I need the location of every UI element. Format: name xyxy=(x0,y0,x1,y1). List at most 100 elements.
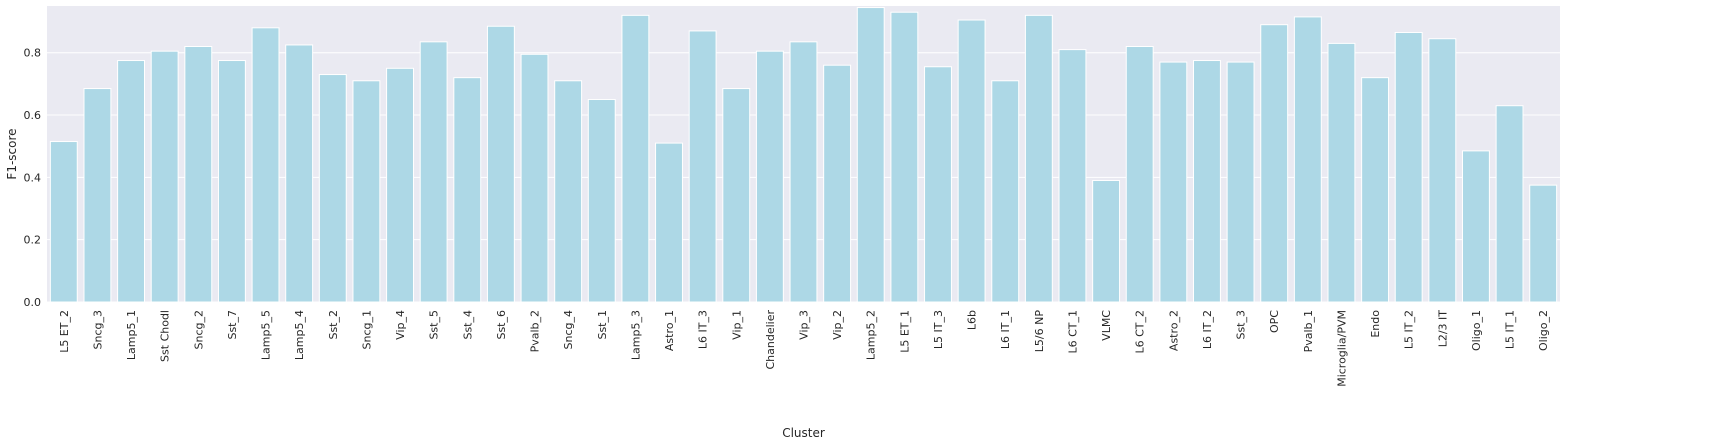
y-axis-title: F1-score xyxy=(5,128,19,179)
x-tick-label: L5 IT_2 xyxy=(1403,310,1416,349)
x-tick-label: L5/6 NP xyxy=(1033,310,1046,353)
x-tick-label: L6 IT_2 xyxy=(1201,310,1214,349)
x-axis-title: Cluster xyxy=(782,426,825,440)
bar xyxy=(554,80,583,303)
x-tick-label: L6 IT_1 xyxy=(999,310,1012,349)
bar xyxy=(789,41,818,303)
bar xyxy=(117,60,146,303)
bar xyxy=(823,64,852,303)
x-tick-label: Lamp5_4 xyxy=(293,310,306,360)
y-tick-label: 0.6 xyxy=(24,109,42,122)
bar xyxy=(386,67,414,303)
x-tick-label: Lamp5_1 xyxy=(125,310,138,360)
bar xyxy=(688,30,717,303)
x-tick-label: Astro_2 xyxy=(1167,310,1180,351)
x-tick-label: Oligo_2 xyxy=(1537,310,1550,351)
bar xyxy=(1428,38,1457,303)
bars xyxy=(49,7,1558,303)
x-tick-label: VLMC xyxy=(1100,310,1113,341)
x-tick-label: Lamp5_5 xyxy=(260,310,273,360)
bar xyxy=(924,66,952,303)
bar xyxy=(453,77,482,303)
x-tick-label: Oligo_1 xyxy=(1470,310,1483,351)
x-tick-label: Astro_1 xyxy=(663,310,676,351)
bar xyxy=(1092,179,1121,303)
bar xyxy=(856,7,885,303)
y-tick-label: 0.0 xyxy=(24,296,42,309)
x-tick-label: Pvalb_2 xyxy=(529,310,542,352)
bar xyxy=(1327,42,1356,303)
bar xyxy=(150,50,179,303)
x-tick-label: Vip_3 xyxy=(798,310,811,340)
x-tick-label: L6b xyxy=(966,310,979,330)
bar xyxy=(419,41,448,303)
bar xyxy=(655,142,683,303)
bar xyxy=(486,25,515,303)
x-tick-label: L5 IT_1 xyxy=(1504,310,1517,349)
bar xyxy=(49,141,78,303)
x-tick-label: L6 IT_3 xyxy=(697,310,710,349)
x-tick-label: L6 CT_1 xyxy=(1066,310,1079,354)
x-tick-label: Chandelier xyxy=(764,310,777,370)
bar xyxy=(520,53,549,303)
y-tick-labels: 0.0 0.2 0.4 0.6 0.8 xyxy=(24,47,42,309)
x-tick-label: L2/3 IT xyxy=(1436,310,1449,348)
x-tick-label: Sst_7 xyxy=(226,310,239,340)
x-tick-label: L6 CT_2 xyxy=(1134,310,1147,354)
y-tick-label: 0.2 xyxy=(24,234,42,247)
x-tick-label: Sst_2 xyxy=(327,310,340,340)
bar xyxy=(1461,150,1490,303)
x-tick-label: Vip_4 xyxy=(394,310,407,340)
x-tick-label: Sncg_1 xyxy=(360,310,373,349)
x-tick-label: Endo xyxy=(1369,310,1382,338)
x-tick-labels: L5 ET_2 Sncg_3 Lamp5_1 Sst Chodl Sncg_2 Sst_7… xyxy=(58,310,1550,387)
x-tick-label: Sst_3 xyxy=(1235,310,1248,340)
bar xyxy=(1226,61,1255,303)
bar xyxy=(352,80,381,303)
bar xyxy=(957,19,986,303)
bar xyxy=(1394,31,1423,303)
bar xyxy=(184,46,213,303)
x-tick-label: Sst_6 xyxy=(495,310,508,340)
bar xyxy=(83,88,112,303)
bar xyxy=(1058,49,1087,303)
bar xyxy=(1293,16,1322,303)
x-tick-label: Microglia/PVM xyxy=(1335,310,1348,387)
x-tick-label: L5 ET_2 xyxy=(58,310,71,353)
x-tick-label: Pvalb_1 xyxy=(1302,310,1315,352)
x-tick-label: Sncg_4 xyxy=(562,310,575,349)
bar xyxy=(890,11,919,303)
x-tick-label: Sncg_2 xyxy=(192,310,205,349)
bar xyxy=(1024,14,1053,303)
bar xyxy=(1529,184,1558,303)
bar xyxy=(217,60,246,303)
x-tick-label: Sst_4 xyxy=(461,310,474,340)
bar xyxy=(621,14,650,303)
x-tick-label: Lamp5_3 xyxy=(629,310,642,360)
x-tick-label: L5 ET_1 xyxy=(898,310,911,353)
bar xyxy=(1159,61,1188,303)
bar xyxy=(1495,105,1524,303)
x-tick-label: Lamp5_2 xyxy=(865,310,878,360)
x-tick-label: L5 IT_3 xyxy=(932,310,945,349)
bar xyxy=(722,88,751,303)
bar xyxy=(251,27,280,303)
bar xyxy=(1260,24,1289,303)
x-tick-label: Vip_2 xyxy=(831,310,844,340)
bar xyxy=(318,74,347,303)
x-tick-label: Vip_1 xyxy=(730,310,743,340)
x-tick-label: Sst_5 xyxy=(428,310,441,340)
y-tick-label: 0.8 xyxy=(24,47,42,60)
bar xyxy=(1125,46,1154,303)
y-tick-label: 0.4 xyxy=(24,171,42,184)
x-tick-label: Sst Chodl xyxy=(159,310,172,362)
bar xyxy=(285,44,314,303)
bar xyxy=(1193,60,1221,303)
bar xyxy=(1361,77,1390,303)
x-tick-label: OPC xyxy=(1268,310,1281,333)
bar xyxy=(587,98,616,303)
bar xyxy=(991,80,1020,303)
x-tick-label: Sncg_3 xyxy=(91,310,104,349)
bar xyxy=(755,50,784,303)
